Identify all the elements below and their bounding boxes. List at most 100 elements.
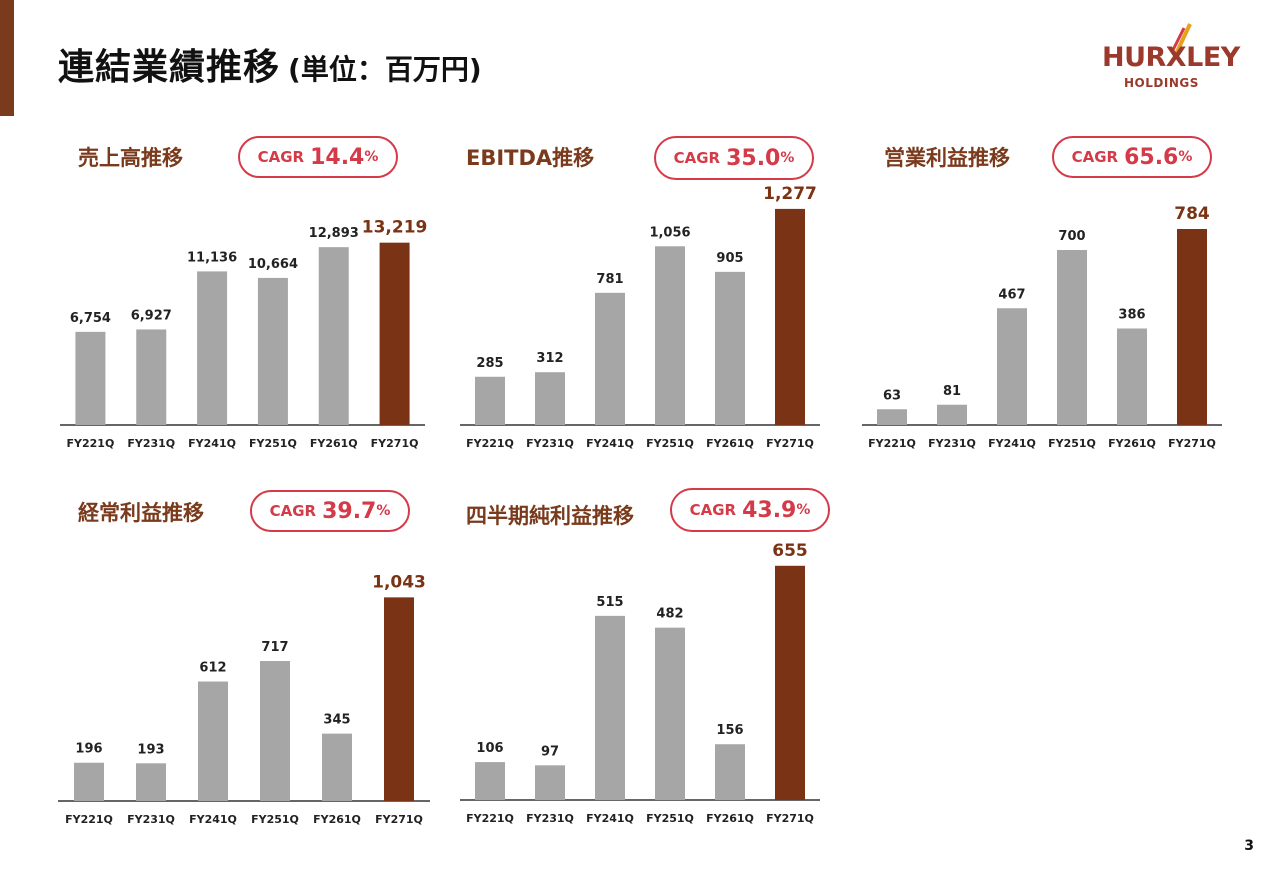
bar-FY221Q <box>475 762 505 800</box>
cagr-unit: % <box>376 503 391 519</box>
cagr-label: CAGR <box>1071 148 1119 166</box>
x-tick-label: FY241Q <box>188 437 236 450</box>
data-label-FY271Q: 1,043 <box>372 572 426 592</box>
bar-FY241Q <box>595 615 625 800</box>
cagr-label: CAGR <box>689 501 737 519</box>
page-number: 3 <box>1244 838 1254 854</box>
x-tick-label: FY261Q <box>310 437 358 450</box>
bar-FY251Q <box>1057 250 1087 425</box>
chart-title-ordinary-profit: 経常利益推移 <box>78 501 204 525</box>
data-label-FY271Q: 655 <box>772 541 808 561</box>
data-label-FY261Q: 12,893 <box>309 226 359 241</box>
bar-FY231Q <box>937 404 967 425</box>
x-tick-label: FY261Q <box>706 812 754 825</box>
cagr-badge-net-income: CAGR 43.9% <box>670 488 830 532</box>
data-label-FY241Q: 781 <box>596 272 623 287</box>
data-label-FY241Q: 612 <box>199 661 226 676</box>
data-label-FY221Q: 196 <box>75 742 102 757</box>
page-title-text: 連結業績推移 <box>58 47 281 88</box>
bar-FY221Q <box>74 762 104 801</box>
cagr-unit: % <box>364 149 379 165</box>
company-logo: HURXLEY HOLDINGS <box>1098 20 1240 92</box>
cagr-unit: % <box>796 502 811 518</box>
cagr-label: CAGR <box>257 148 305 166</box>
x-tick-label: FY231Q <box>928 437 976 450</box>
cagr-label: CAGR <box>673 149 721 167</box>
data-label-FY231Q: 193 <box>137 742 164 757</box>
data-label-FY271Q: 784 <box>1174 204 1210 224</box>
x-tick-label: FY251Q <box>646 812 694 825</box>
bar-FY261Q <box>715 744 745 800</box>
data-label-FY241Q: 515 <box>596 595 623 610</box>
bar-FY241Q <box>198 681 228 801</box>
x-tick-label: FY271Q <box>1168 437 1216 450</box>
cagr-value: 35.0 <box>726 145 781 171</box>
cagr-value: 14.4 <box>310 144 365 170</box>
x-tick-label: FY221Q <box>466 812 514 825</box>
x-tick-label: FY241Q <box>189 813 237 826</box>
data-label-FY241Q: 11,136 <box>187 250 237 265</box>
data-label-FY231Q: 6,927 <box>131 308 172 323</box>
data-label-FY221Q: 6,754 <box>70 311 111 326</box>
chart-title-net-income: 四半期純利益推移 <box>466 504 634 528</box>
data-label-FY251Q: 717 <box>261 640 288 655</box>
bar-FY221Q <box>75 331 106 425</box>
x-tick-label: FY241Q <box>988 437 1036 450</box>
bar-FY271Q <box>1177 229 1207 425</box>
bar-FY241Q <box>997 308 1027 425</box>
x-tick-label: FY231Q <box>526 437 574 450</box>
x-tick-label: FY251Q <box>251 813 299 826</box>
data-label-FY251Q: 10,664 <box>248 257 298 272</box>
data-label-FY221Q: 106 <box>476 741 503 756</box>
bar-FY261Q <box>322 733 352 801</box>
data-label-FY231Q: 312 <box>536 351 563 366</box>
data-label-FY261Q: 156 <box>716 723 743 738</box>
bar-FY231Q <box>535 765 565 800</box>
cagr-badge-ordinary-profit: CAGR 39.7% <box>250 490 410 532</box>
data-label-FY251Q: 482 <box>656 607 683 622</box>
bar-FY261Q <box>318 247 349 425</box>
logo-brand: HURXLEY <box>1102 42 1240 73</box>
cagr-badge-operating-profit: CAGR 65.6% <box>1052 136 1212 178</box>
x-tick-label: FY261Q <box>313 813 361 826</box>
chart-title-sales: 売上高推移 <box>78 146 183 170</box>
bar-FY261Q <box>715 271 745 425</box>
data-label-FY241Q: 467 <box>998 287 1025 302</box>
bar-FY231Q <box>136 763 166 801</box>
data-label-FY221Q: 285 <box>476 356 503 371</box>
data-label-FY221Q: 63 <box>883 388 901 403</box>
x-tick-label: FY271Q <box>375 813 423 826</box>
data-label-FY261Q: 386 <box>1118 308 1145 323</box>
bar-FY271Q <box>775 565 805 800</box>
bar-FY251Q <box>655 627 685 800</box>
bar-FY271Q <box>379 242 410 425</box>
bar-FY261Q <box>1117 328 1147 425</box>
cagr-label: CAGR <box>269 502 317 520</box>
x-tick-label: FY221Q <box>466 437 514 450</box>
x-tick-label: FY241Q <box>586 437 634 450</box>
x-tick-label: FY221Q <box>65 813 113 826</box>
cagr-badge-ebitda: CAGR 35.0% <box>654 136 814 180</box>
x-tick-label: FY231Q <box>526 812 574 825</box>
chart-title-ebitda: EBITDA推移 <box>466 146 595 170</box>
x-tick-label: FY271Q <box>371 437 419 450</box>
bar-FY251Q <box>257 277 288 425</box>
x-tick-label: FY221Q <box>868 437 916 450</box>
data-label-FY261Q: 345 <box>323 713 350 728</box>
bar-FY241Q <box>595 292 625 425</box>
page-title-unit: (単位：百万円) <box>288 53 482 86</box>
cagr-badge-sales: CAGR 14.4% <box>238 136 398 178</box>
bar-FY231Q <box>535 372 565 425</box>
bar-FY221Q <box>877 409 907 425</box>
logo-mark-icon <box>1170 23 1192 55</box>
x-tick-label: FY261Q <box>706 437 754 450</box>
cagr-value: 65.6 <box>1124 144 1179 170</box>
bar-FY221Q <box>475 376 505 425</box>
cagr-unit: % <box>780 150 795 166</box>
logo-sub: HOLDINGS <box>1124 76 1199 90</box>
bar-FY251Q <box>260 661 290 801</box>
